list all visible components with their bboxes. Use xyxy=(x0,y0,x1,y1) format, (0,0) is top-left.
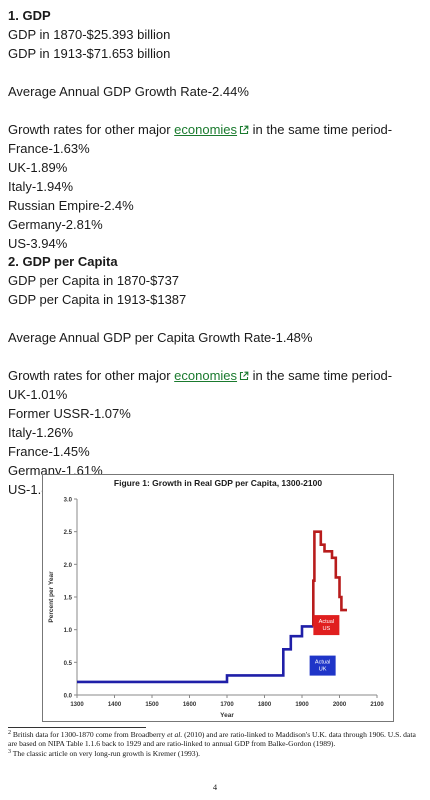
footnote-rule xyxy=(8,727,146,728)
x-axis-label: Year xyxy=(220,712,234,719)
us-label-text: Actual xyxy=(319,619,335,625)
us-label-box xyxy=(313,615,340,636)
country-rate: Former USSR-1.07% xyxy=(8,406,131,421)
y-axis-label: Percent per Year xyxy=(48,571,55,623)
y-tick-label: 3.0 xyxy=(64,498,73,504)
y-tick-label: 1.5 xyxy=(64,596,73,602)
page-number: 4 xyxy=(212,782,218,792)
country-rate: Italy-1.26% xyxy=(8,425,74,440)
x-tick-label: 2000 xyxy=(333,702,347,708)
country-rate: France-1.63% xyxy=(8,141,90,156)
gdp-per-capita-1913: GDP per Capita in 1913-$1387 xyxy=(8,292,187,307)
x-tick-label: 1400 xyxy=(108,702,122,708)
x-tick-label: 2100 xyxy=(370,702,384,708)
gdp-1913: GDP in 1913-$71.653 billion xyxy=(8,46,171,61)
uk-label-text: Actual xyxy=(315,660,331,666)
uk-series-line xyxy=(77,625,314,684)
x-tick-label: 1500 xyxy=(145,702,159,708)
x-tick-label: 1900 xyxy=(295,702,309,708)
footnote-2: 2 British data for 1300-1870 come from B… xyxy=(8,730,416,749)
country-rate: UK-1.01% xyxy=(8,387,68,402)
uk-label-text: UK xyxy=(319,667,327,673)
gdp-avg-growth: Average Annual GDP Growth Rate-2.44% xyxy=(8,84,249,99)
country-rate: Germany-2.81% xyxy=(8,217,103,232)
y-tick-label: 0.5 xyxy=(64,661,73,667)
country-rate: Italy-1.94% xyxy=(8,179,74,194)
country-rate: Russian Empire-2.4% xyxy=(8,198,134,213)
economies-link[interactable]: economies xyxy=(174,122,238,137)
growth-chart-figure: 0.0 0.5 1.0 1.5 2.0 2.5 3.0 1300 1400 1500 1600 170… xyxy=(42,474,394,722)
gdp-per-capita-section: 2. GDP per Capita GDP per Capita in 1870… xyxy=(8,252,426,499)
country-rate: US-3.94% xyxy=(8,236,68,251)
footnote-3: 3 The classic article on very long-run g… xyxy=(8,748,201,758)
gdp-per-capita-1870: GDP per Capita in 1870-$737 xyxy=(8,273,180,288)
gdp-per-capita-heading: 2. GDP per Capita xyxy=(8,254,118,269)
y-tick-label: 2.5 xyxy=(64,530,73,536)
x-tick-label: 1300 xyxy=(70,702,84,708)
gdp-1870: GDP in 1870-$25.393 billion xyxy=(8,27,171,42)
x-tick-label: 1800 xyxy=(258,702,272,708)
gdp-per-capita-growth-intro: Growth rates for other major economies i… xyxy=(8,368,393,383)
x-tick-label: 1700 xyxy=(220,702,234,708)
chart-title: Figure 1: Growth in Real GDP per Capita,… xyxy=(113,478,323,488)
gdp-growth-intro: Growth rates for other major economies i… xyxy=(8,122,393,137)
gdp-heading: 1. GDP xyxy=(8,8,51,23)
y-tick-label: 2.0 xyxy=(64,563,73,569)
y-tick-label: 1.0 xyxy=(64,628,73,634)
uk-label-box xyxy=(309,655,336,676)
us-series-line xyxy=(312,530,347,627)
footnotes: 2 British data for 1300-1870 come from B… xyxy=(8,730,426,758)
gdp-per-capita-avg-growth: Average Annual GDP per Capita Growth Rat… xyxy=(8,330,313,345)
external-link-icon[interactable] xyxy=(239,371,249,381)
gdp-section: 1. GDP GDP in 1870-$25.393 billion GDP i… xyxy=(8,6,426,253)
external-link-icon[interactable] xyxy=(239,125,249,135)
us-label-text: US xyxy=(322,626,330,632)
country-rate: France-1.45% xyxy=(8,444,90,459)
growth-chart: 0.0 0.5 1.0 1.5 2.0 2.5 3.0 1300 1400 1500 1600 170… xyxy=(48,498,384,720)
economies-link[interactable]: economies xyxy=(174,368,238,383)
y-tick-label: 0.0 xyxy=(64,694,73,700)
country-rate: UK-1.89% xyxy=(8,160,68,175)
x-tick-label: 1600 xyxy=(183,702,197,708)
